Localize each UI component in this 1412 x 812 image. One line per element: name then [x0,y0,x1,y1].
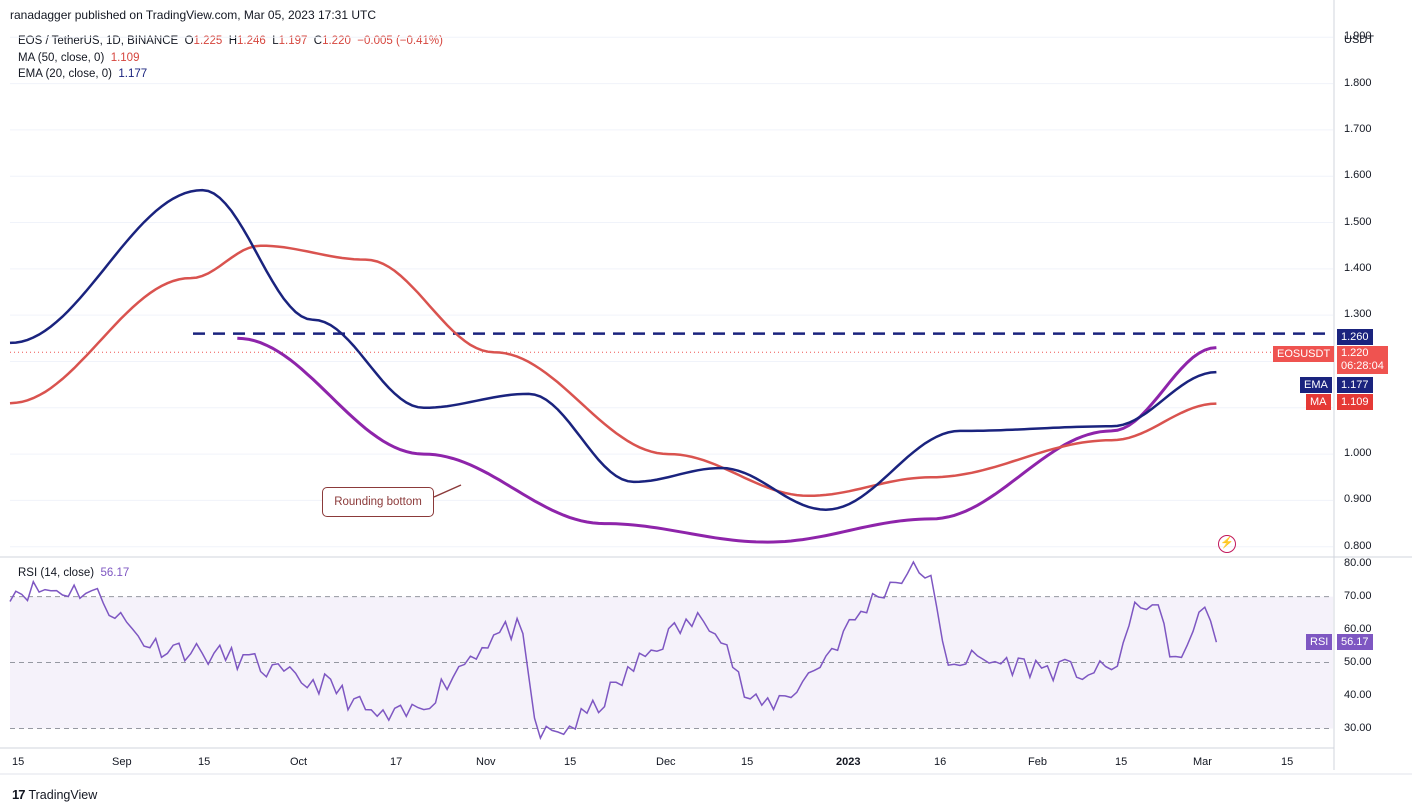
open-value: 1.225 [193,35,223,47]
price-badge-value: 1.220 [1341,347,1369,359]
level-badge: 1.260 [1337,329,1373,345]
rsi-tag: RSI [1306,634,1333,650]
rsi-tick: 70.00 [1344,589,1372,602]
tradingview-mark-icon: 17 [12,787,26,802]
rounding-bottom-curve [237,336,1217,544]
rsi-path [9,560,1218,741]
date-tick: Nov [476,756,496,768]
rsi-tick: 60.00 [1344,622,1372,635]
ema-badge: 1.177 [1337,377,1373,393]
date-tick: Mar [1193,756,1212,768]
date-tick: 17 [390,756,403,768]
high-label: H [228,35,238,47]
date-tick: 2023 [836,756,861,768]
rsi-tick: 80.00 [1344,556,1372,569]
ema20-line [9,188,1217,511]
ma-legend[interactable]: MA (50, close, 0) 1.109 [18,52,139,64]
date-tick: 15 [1115,756,1128,768]
ma-legend-value: 1.109 [110,52,140,64]
date-tick: Dec [656,756,676,768]
date-tick: 15 [1281,756,1294,768]
price-tick: 1.700 [1344,122,1372,135]
price-axis-currency: USDT [1344,34,1374,46]
low-label: L [272,35,279,47]
ma-badge: 1.109 [1337,394,1373,410]
countdown-value: 06:28:04 [1341,360,1384,372]
price-tick: 1.400 [1344,261,1372,274]
ema-tag: EMA [1300,377,1332,393]
rounding-bottom-path [237,336,1217,544]
ema-legend-label: EMA (20, close, 0) [18,68,112,80]
ma-legend-label: MA (50, close, 0) [18,52,105,64]
symbol-legend: EOS / TetherUS, 1D, BINANCE O1.225 H1.24… [18,35,443,47]
ma50-line [9,244,1217,498]
rsi-tick: 50.00 [1344,655,1372,668]
price-tick: 1.900 [1344,30,1372,43]
rsi-legend-value: 56.17 [100,567,130,579]
chart-grid [10,36,1333,548]
high-value: 1.246 [237,35,266,47]
annotation-pointer [433,484,462,498]
open-label: O [184,35,194,47]
ema-legend[interactable]: EMA (20, close, 0) 1.177 [18,68,147,80]
rsi-tick: 30.00 [1344,721,1372,734]
low-value: 1.197 [278,35,308,47]
price-tick: 0.900 [1344,493,1372,506]
chart-frame [0,0,1412,775]
rsi-tick: 40.00 [1344,688,1372,701]
close-value: 1.220 [322,35,351,47]
branding-text: TradingView [28,787,98,802]
ema20-path [9,188,1217,511]
date-tick: Oct [290,756,308,768]
date-tick: 15 [741,756,754,768]
rounding-bottom-annotation[interactable]: Rounding bottom [322,487,434,517]
price-tick: 1.300 [1344,308,1372,321]
rsi-legend-label: RSI (14, close) [18,567,95,579]
rsi-badge: 56.17 [1337,634,1373,650]
price-badge: 1.220 06:28:04 [1337,346,1388,374]
price-tick: 1.000 [1344,447,1372,460]
ema-legend-value: 1.177 [118,68,148,80]
rsi-legend[interactable]: RSI (14, close) 56.17 [18,567,129,579]
date-tick: 16 [934,756,947,768]
close-label: C [313,35,323,47]
price-tick: 1.500 [1344,215,1372,228]
symbol-badge: EOSUSDT [1273,346,1335,362]
publisher-credit: ranadagger published on TradingView.com,… [10,8,377,22]
price-tick: 1.600 [1344,169,1372,182]
rsi-pane [9,560,1333,741]
date-tick: 15 [12,756,25,768]
lightning-icon[interactable]: ⚡ [1218,535,1236,553]
date-tick: 15 [564,756,577,768]
date-tick: Sep [112,756,132,768]
ma50-path [9,244,1217,498]
price-tick: 1.800 [1344,76,1372,89]
resistance-level-line [10,332,1333,353]
ma-tag: MA [1306,394,1331,410]
price-tick: 0.800 [1344,539,1372,552]
date-tick: Feb [1028,756,1047,768]
change-value: −0.005 (−0.41%) [357,35,443,47]
date-tick: 15 [198,756,211,768]
symbol-name[interactable]: EOS / TetherUS, 1D, BINANCE [18,35,179,47]
tradingview-logo[interactable]: 17 TradingView [12,787,97,802]
